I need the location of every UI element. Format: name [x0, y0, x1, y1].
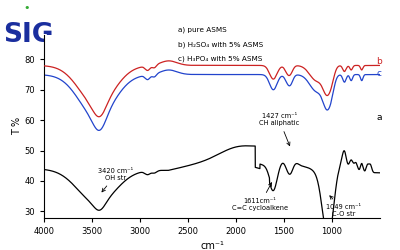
Text: b: b	[376, 57, 382, 66]
Text: a) pure ASMS: a) pure ASMS	[178, 27, 227, 33]
Text: 1427 cm⁻¹
CH aliphatic: 1427 cm⁻¹ CH aliphatic	[259, 113, 299, 146]
Text: 3420 cm⁻¹
OH str: 3420 cm⁻¹ OH str	[98, 168, 134, 192]
Text: •: •	[24, 4, 30, 14]
Text: 1611cm⁻¹
C=C cycloalkene: 1611cm⁻¹ C=C cycloalkene	[232, 183, 288, 211]
Text: a: a	[376, 113, 382, 122]
Text: 1049 cm⁻¹
C-O str: 1049 cm⁻¹ C-O str	[326, 196, 361, 217]
Text: b) H₂SO₄ with 5% ASMS: b) H₂SO₄ with 5% ASMS	[178, 41, 264, 48]
Text: SIG: SIG	[3, 22, 54, 48]
Text: c) H₃PO₄ with 5% ASMS: c) H₃PO₄ with 5% ASMS	[178, 56, 263, 62]
X-axis label: cm⁻¹: cm⁻¹	[200, 241, 224, 250]
Y-axis label: T %: T %	[12, 117, 22, 135]
Text: c: c	[376, 69, 381, 78]
